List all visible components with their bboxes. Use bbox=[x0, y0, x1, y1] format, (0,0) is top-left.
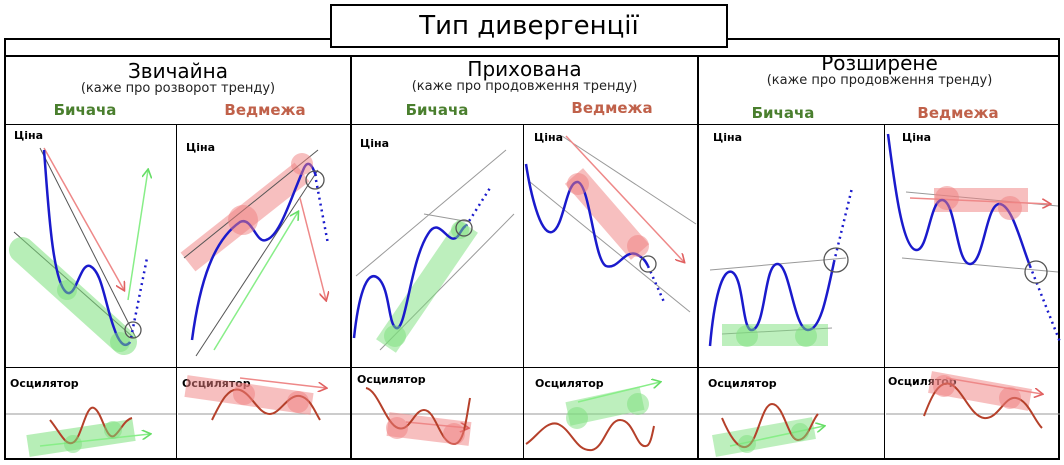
divider bbox=[697, 55, 699, 460]
highlight-circle bbox=[451, 221, 469, 239]
red-arrow-icon bbox=[299, 197, 326, 300]
oscillator-label: Осцилятор bbox=[10, 377, 79, 390]
price-label: Ціна bbox=[902, 131, 931, 144]
group-hidden: Прихована (каже про продовження тренду) bbox=[352, 58, 697, 94]
red-arrow-icon bbox=[909, 197, 1050, 204]
panel-hidden-bear bbox=[524, 135, 697, 452]
price-label: Ціна bbox=[186, 141, 215, 154]
price-label: Ціна bbox=[713, 131, 742, 144]
circle-marker-icon bbox=[1024, 260, 1048, 284]
circle-marker-icon bbox=[823, 247, 849, 273]
circle-marker-icon bbox=[124, 321, 142, 339]
group-name: Звичайна bbox=[127, 59, 228, 83]
divider bbox=[4, 367, 1060, 368]
trend-line bbox=[901, 257, 1059, 273]
highlight-circle bbox=[998, 196, 1022, 220]
highlight-circle bbox=[795, 325, 817, 347]
oscillator-label: Осцилятор bbox=[708, 377, 777, 390]
highlight-circle bbox=[791, 423, 809, 441]
subtype-bull: Бичача bbox=[53, 101, 117, 119]
divider bbox=[176, 125, 177, 460]
red-arrow-icon bbox=[43, 147, 124, 290]
subtype-bear: Ведмежа bbox=[917, 104, 999, 122]
highlight-circle bbox=[443, 423, 465, 445]
green-arrow-icon bbox=[213, 212, 298, 351]
price-projection bbox=[832, 187, 854, 263]
panel-extended-bull bbox=[699, 187, 884, 457]
group-note: (каже про продовження тренду) bbox=[766, 73, 993, 88]
group-regular: Звичайна (каже про розворот тренду) bbox=[6, 60, 350, 96]
divider bbox=[884, 125, 885, 460]
subtype-bull: Бичача bbox=[751, 104, 815, 122]
highlight-circle bbox=[627, 393, 649, 415]
highlight-circle bbox=[935, 186, 959, 210]
oscillator-label: Осцилятор bbox=[535, 377, 604, 390]
oscillator-label: Осцилятор bbox=[357, 373, 426, 386]
circle-marker-icon bbox=[639, 255, 657, 273]
price-label: Ціна bbox=[14, 129, 43, 142]
red-arrow-icon bbox=[565, 135, 684, 262]
panel-extended-bear bbox=[886, 133, 1062, 429]
green-arrow-icon bbox=[39, 434, 150, 447]
highlight-circle bbox=[999, 387, 1021, 409]
highlight-circle bbox=[104, 421, 122, 439]
group-name: Прихована bbox=[467, 57, 582, 81]
highlight-circle bbox=[291, 153, 313, 175]
subtype-bull: Бичача bbox=[405, 101, 469, 119]
red-arrow-icon bbox=[945, 377, 1042, 394]
price-label: Ціна bbox=[534, 131, 563, 144]
group-note: (каже про розворот тренду) bbox=[80, 81, 276, 96]
trend-line bbox=[423, 213, 471, 223]
price-projection bbox=[314, 179, 330, 245]
divider bbox=[4, 55, 1060, 57]
highlight-circle bbox=[566, 407, 588, 429]
highlight-circle bbox=[384, 325, 406, 347]
subtype-bear: Ведмежа bbox=[571, 99, 653, 117]
highlight-circle bbox=[110, 332, 130, 352]
oscillator-line bbox=[525, 418, 655, 452]
price-projection bbox=[129, 257, 149, 339]
group-note: (каже про продовження тренду) bbox=[411, 79, 638, 94]
group-extended: Розширене (каже про продовження тренду) bbox=[699, 52, 1060, 88]
highlight-circle bbox=[933, 375, 955, 397]
green-arrow-icon bbox=[127, 170, 148, 301]
trend-line bbox=[39, 147, 137, 339]
page-title: Тип дивергенції bbox=[330, 4, 728, 48]
panel-regular-bear bbox=[178, 149, 350, 421]
divider bbox=[4, 124, 1060, 125]
circle-marker-icon bbox=[455, 219, 473, 237]
highlight-circle bbox=[386, 417, 408, 439]
subtype-bear: Ведмежа bbox=[224, 101, 306, 119]
highlight-circle bbox=[567, 173, 589, 195]
trend-line bbox=[355, 149, 507, 277]
price-label: Ціна bbox=[360, 137, 389, 150]
trend-line bbox=[561, 135, 697, 225]
highlight-circle bbox=[287, 391, 309, 413]
highlight-circle bbox=[228, 205, 258, 235]
price-projection bbox=[1028, 265, 1062, 343]
price-projection bbox=[464, 187, 492, 227]
divider bbox=[350, 55, 352, 460]
panel-hidden-bull bbox=[352, 149, 523, 446]
highlight-circle bbox=[233, 383, 255, 405]
trend-line bbox=[529, 181, 691, 313]
group-name: Розширене bbox=[821, 51, 938, 75]
divider bbox=[523, 125, 524, 460]
highlight-circle bbox=[627, 235, 649, 257]
green-arrow-icon bbox=[577, 382, 660, 403]
red-arrow-icon bbox=[239, 377, 326, 388]
highlight-circle bbox=[64, 435, 82, 453]
circle-marker-icon bbox=[305, 170, 325, 190]
highlight-circle bbox=[57, 280, 77, 300]
highlight-circle bbox=[736, 325, 758, 347]
panel-regular-bull bbox=[6, 147, 176, 457]
trend-line bbox=[195, 169, 319, 357]
highlight-circle bbox=[738, 435, 756, 453]
